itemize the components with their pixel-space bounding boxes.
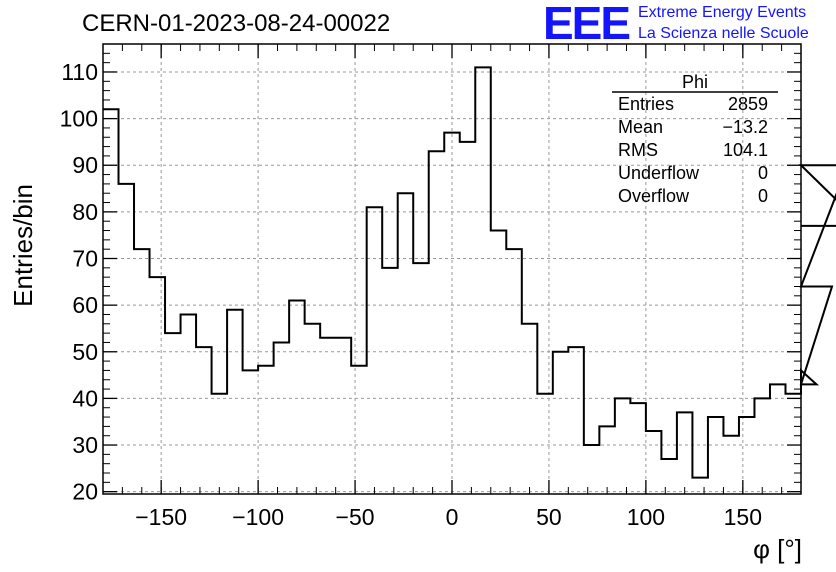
stats-title: Phi xyxy=(682,72,708,92)
histogram-bin xyxy=(103,109,119,494)
y-tick-label: 30 xyxy=(72,432,98,458)
histogram-bin xyxy=(770,384,786,494)
histogram-bin xyxy=(413,263,429,494)
x-tick-label: 150 xyxy=(724,504,762,530)
y-tick-label: 50 xyxy=(72,339,98,365)
stats-value: −13.2 xyxy=(722,117,768,137)
x-tick-label: 0 xyxy=(446,504,459,530)
histogram-bin xyxy=(289,300,305,494)
y-axis-label-wrap: Entries/bin xyxy=(4,184,38,307)
stats-label: Overflow xyxy=(618,186,690,206)
histogram-outline xyxy=(103,66,836,479)
histogram-bin xyxy=(553,352,569,494)
histogram-bin xyxy=(150,277,166,494)
histogram-bin xyxy=(677,412,693,494)
grid xyxy=(103,44,801,494)
histogram-bin xyxy=(491,231,507,494)
histogram-bin xyxy=(723,436,739,494)
histogram-bin xyxy=(274,342,290,494)
histogram-bin xyxy=(785,394,801,494)
y-tick-label: 20 xyxy=(72,479,98,505)
stats-label: Underflow xyxy=(618,163,700,183)
histogram-bin xyxy=(739,417,755,494)
y-tick-label: 80 xyxy=(72,199,98,225)
y-tick-label: 40 xyxy=(72,385,98,411)
stats-label: RMS xyxy=(618,140,658,160)
stats-label: Entries xyxy=(618,94,674,114)
axis-ticks xyxy=(103,44,802,494)
y-tick-label: 70 xyxy=(72,246,98,272)
y-axis-label: Entries/bin xyxy=(8,184,38,307)
stats-value: 0 xyxy=(758,186,768,206)
histogram-bin xyxy=(212,394,228,494)
histogram-bin xyxy=(630,403,646,494)
histogram-bin xyxy=(646,431,662,494)
histogram-bin xyxy=(584,445,600,494)
y-tick-label: 60 xyxy=(72,292,98,318)
histogram-bin xyxy=(351,366,367,494)
histogram-bin xyxy=(382,268,398,494)
histogram-bin xyxy=(227,310,243,494)
stats-label: Mean xyxy=(618,117,663,137)
histogram-bin xyxy=(661,459,677,494)
histogram-bin xyxy=(754,398,770,494)
eee-logo: EEE xyxy=(543,0,631,49)
stats-value: 104.1 xyxy=(723,140,768,160)
histogram-bin xyxy=(475,67,491,494)
histogram-bin xyxy=(460,142,476,494)
histogram-bin xyxy=(444,133,460,494)
y-tick-label: 110 xyxy=(61,59,98,85)
x-tick-label: 100 xyxy=(627,504,665,530)
stats-box: Phi Entries 2859 Mean −13.2 RMS 104.1 Underflow… xyxy=(612,72,778,206)
stats-value: 0 xyxy=(758,163,768,183)
x-axis-label: φ [°] xyxy=(753,534,802,564)
histogram-bin xyxy=(196,347,212,494)
histogram-bin xyxy=(336,338,352,494)
stats-value: 2859 xyxy=(728,94,768,114)
x-tick-label: −50 xyxy=(336,504,375,530)
histogram-bin xyxy=(522,324,538,494)
histogram-bin xyxy=(398,193,414,494)
histogram-bin xyxy=(429,151,445,494)
logo-line-1: Extreme Energy Events xyxy=(638,4,807,21)
histogram-bin xyxy=(367,207,383,494)
chart-title: CERN-01-2023-08-24-00022 xyxy=(82,10,391,37)
x-tick-label: −150 xyxy=(135,504,187,530)
histogram-bin xyxy=(258,366,274,494)
histogram-bin xyxy=(506,249,522,494)
x-tick-label: −100 xyxy=(232,504,284,530)
histogram-bin xyxy=(119,184,135,494)
x-tick-label: 50 xyxy=(536,504,562,530)
histogram-bin xyxy=(320,338,336,494)
histogram-bin xyxy=(615,398,631,494)
histogram-bin xyxy=(537,394,553,494)
histogram-bin xyxy=(599,426,615,494)
logo-line-2: La Scienza nelle Scuole xyxy=(638,25,809,42)
histogram-bin xyxy=(692,478,708,494)
histogram-bin xyxy=(708,417,724,494)
histogram-bin xyxy=(165,333,181,494)
histogram-series xyxy=(103,66,836,494)
histogram-bin xyxy=(305,324,321,494)
tick-labels: −150 −100 −50 0 50 100 150 20 30 40 50 60 70 80 90 100 1… xyxy=(60,59,762,530)
histogram-bin xyxy=(181,314,197,494)
histogram-bin xyxy=(568,347,584,494)
histogram-bin xyxy=(243,370,259,494)
histogram-bin xyxy=(134,249,150,494)
y-tick-label: 100 xyxy=(60,106,98,132)
y-tick-label: 90 xyxy=(72,152,98,178)
